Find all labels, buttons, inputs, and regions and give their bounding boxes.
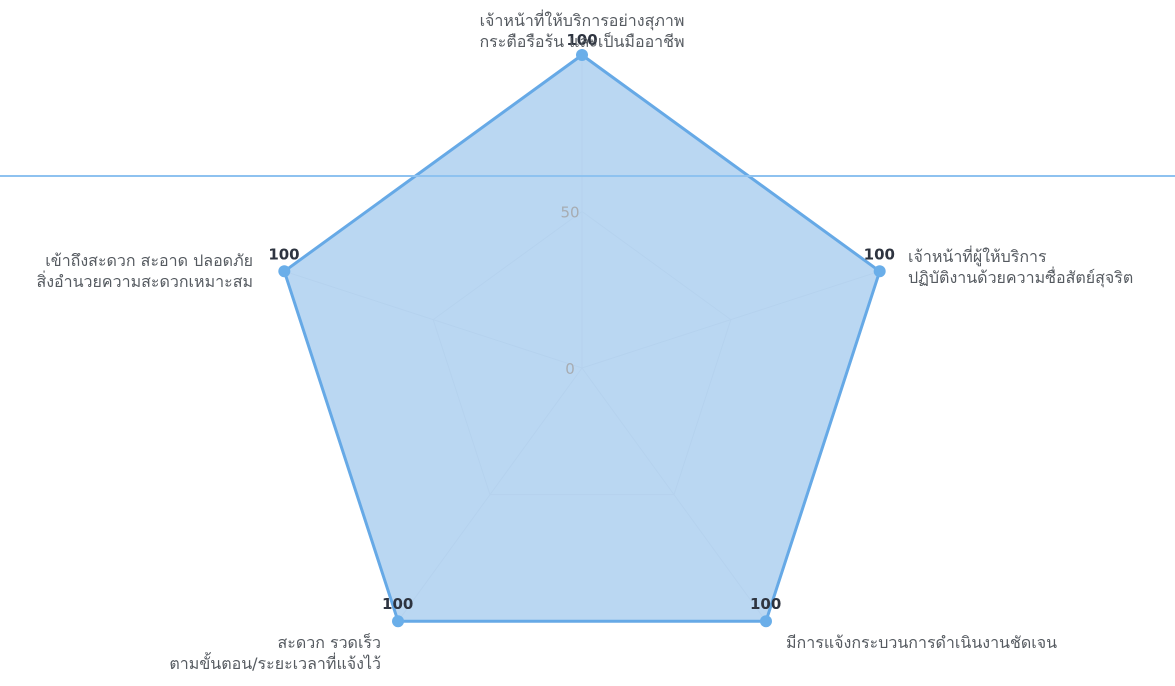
axis-label-line: มีการแจ้งกระบวนการดำเนินงานชัดเจน [786, 633, 1057, 652]
data-point-2 [759, 615, 772, 628]
series-area-0 [282, 53, 882, 623]
axis-label-4: เข้าถึงสะดวก สะอาด ปลอดภัยสิ่งอำนวยความส… [36, 251, 253, 291]
axis-label-line: กระตือรือร้น และเป็นมืออาชีพ [479, 31, 684, 51]
tick-label-0: 0 [565, 360, 575, 378]
axis-label-line: เจ้าหน้าที่ผู้ให้บริการ [908, 245, 1047, 267]
axis-label-line: สะดวก รวดเร็ว [277, 632, 381, 652]
data-label-3: 100 [382, 595, 413, 613]
axis-label-line: ตามขั้นตอน/ระยะเวลาที่แจ้งไว้ [169, 652, 381, 673]
axis-label-3: สะดวก รวดเร็วตามขั้นตอน/ระยะเวลาที่แจ้งไ… [169, 632, 381, 673]
data-point-4 [278, 265, 291, 278]
axis-label-line: ปฏิบัติงานด้วยความซื่อสัตย์สุจริต [908, 266, 1133, 288]
axis-label-1: เจ้าหน้าที่ผู้ให้บริการปฏิบัติงานด้วยควา… [908, 245, 1133, 288]
axis-label-0: เจ้าหน้าที่ให้บริการอย่างสุภาพกระตือรือร… [479, 9, 684, 51]
axis-label-2: มีการแจ้งกระบวนการดำเนินงานชัดเจน [786, 633, 1057, 652]
tick-label-1: 50 [560, 204, 579, 222]
data-point-3 [392, 615, 405, 628]
axis-label-line: เจ้าหน้าที่ให้บริการอย่างสุภาพ [480, 9, 685, 31]
data-label-0: 100 [566, 31, 597, 49]
data-point-0 [576, 49, 588, 61]
data-point-1 [873, 265, 886, 278]
data-label-2: 100 [750, 595, 781, 613]
axis-label-line: สิ่งอำนวยความสะดวกเหมาะสม [36, 270, 253, 291]
data-label-1: 100 [864, 245, 895, 263]
data-label-4: 100 [268, 245, 299, 263]
axis-label-line: เข้าถึงสะดวก สะอาด ปลอดภัย [45, 251, 253, 270]
